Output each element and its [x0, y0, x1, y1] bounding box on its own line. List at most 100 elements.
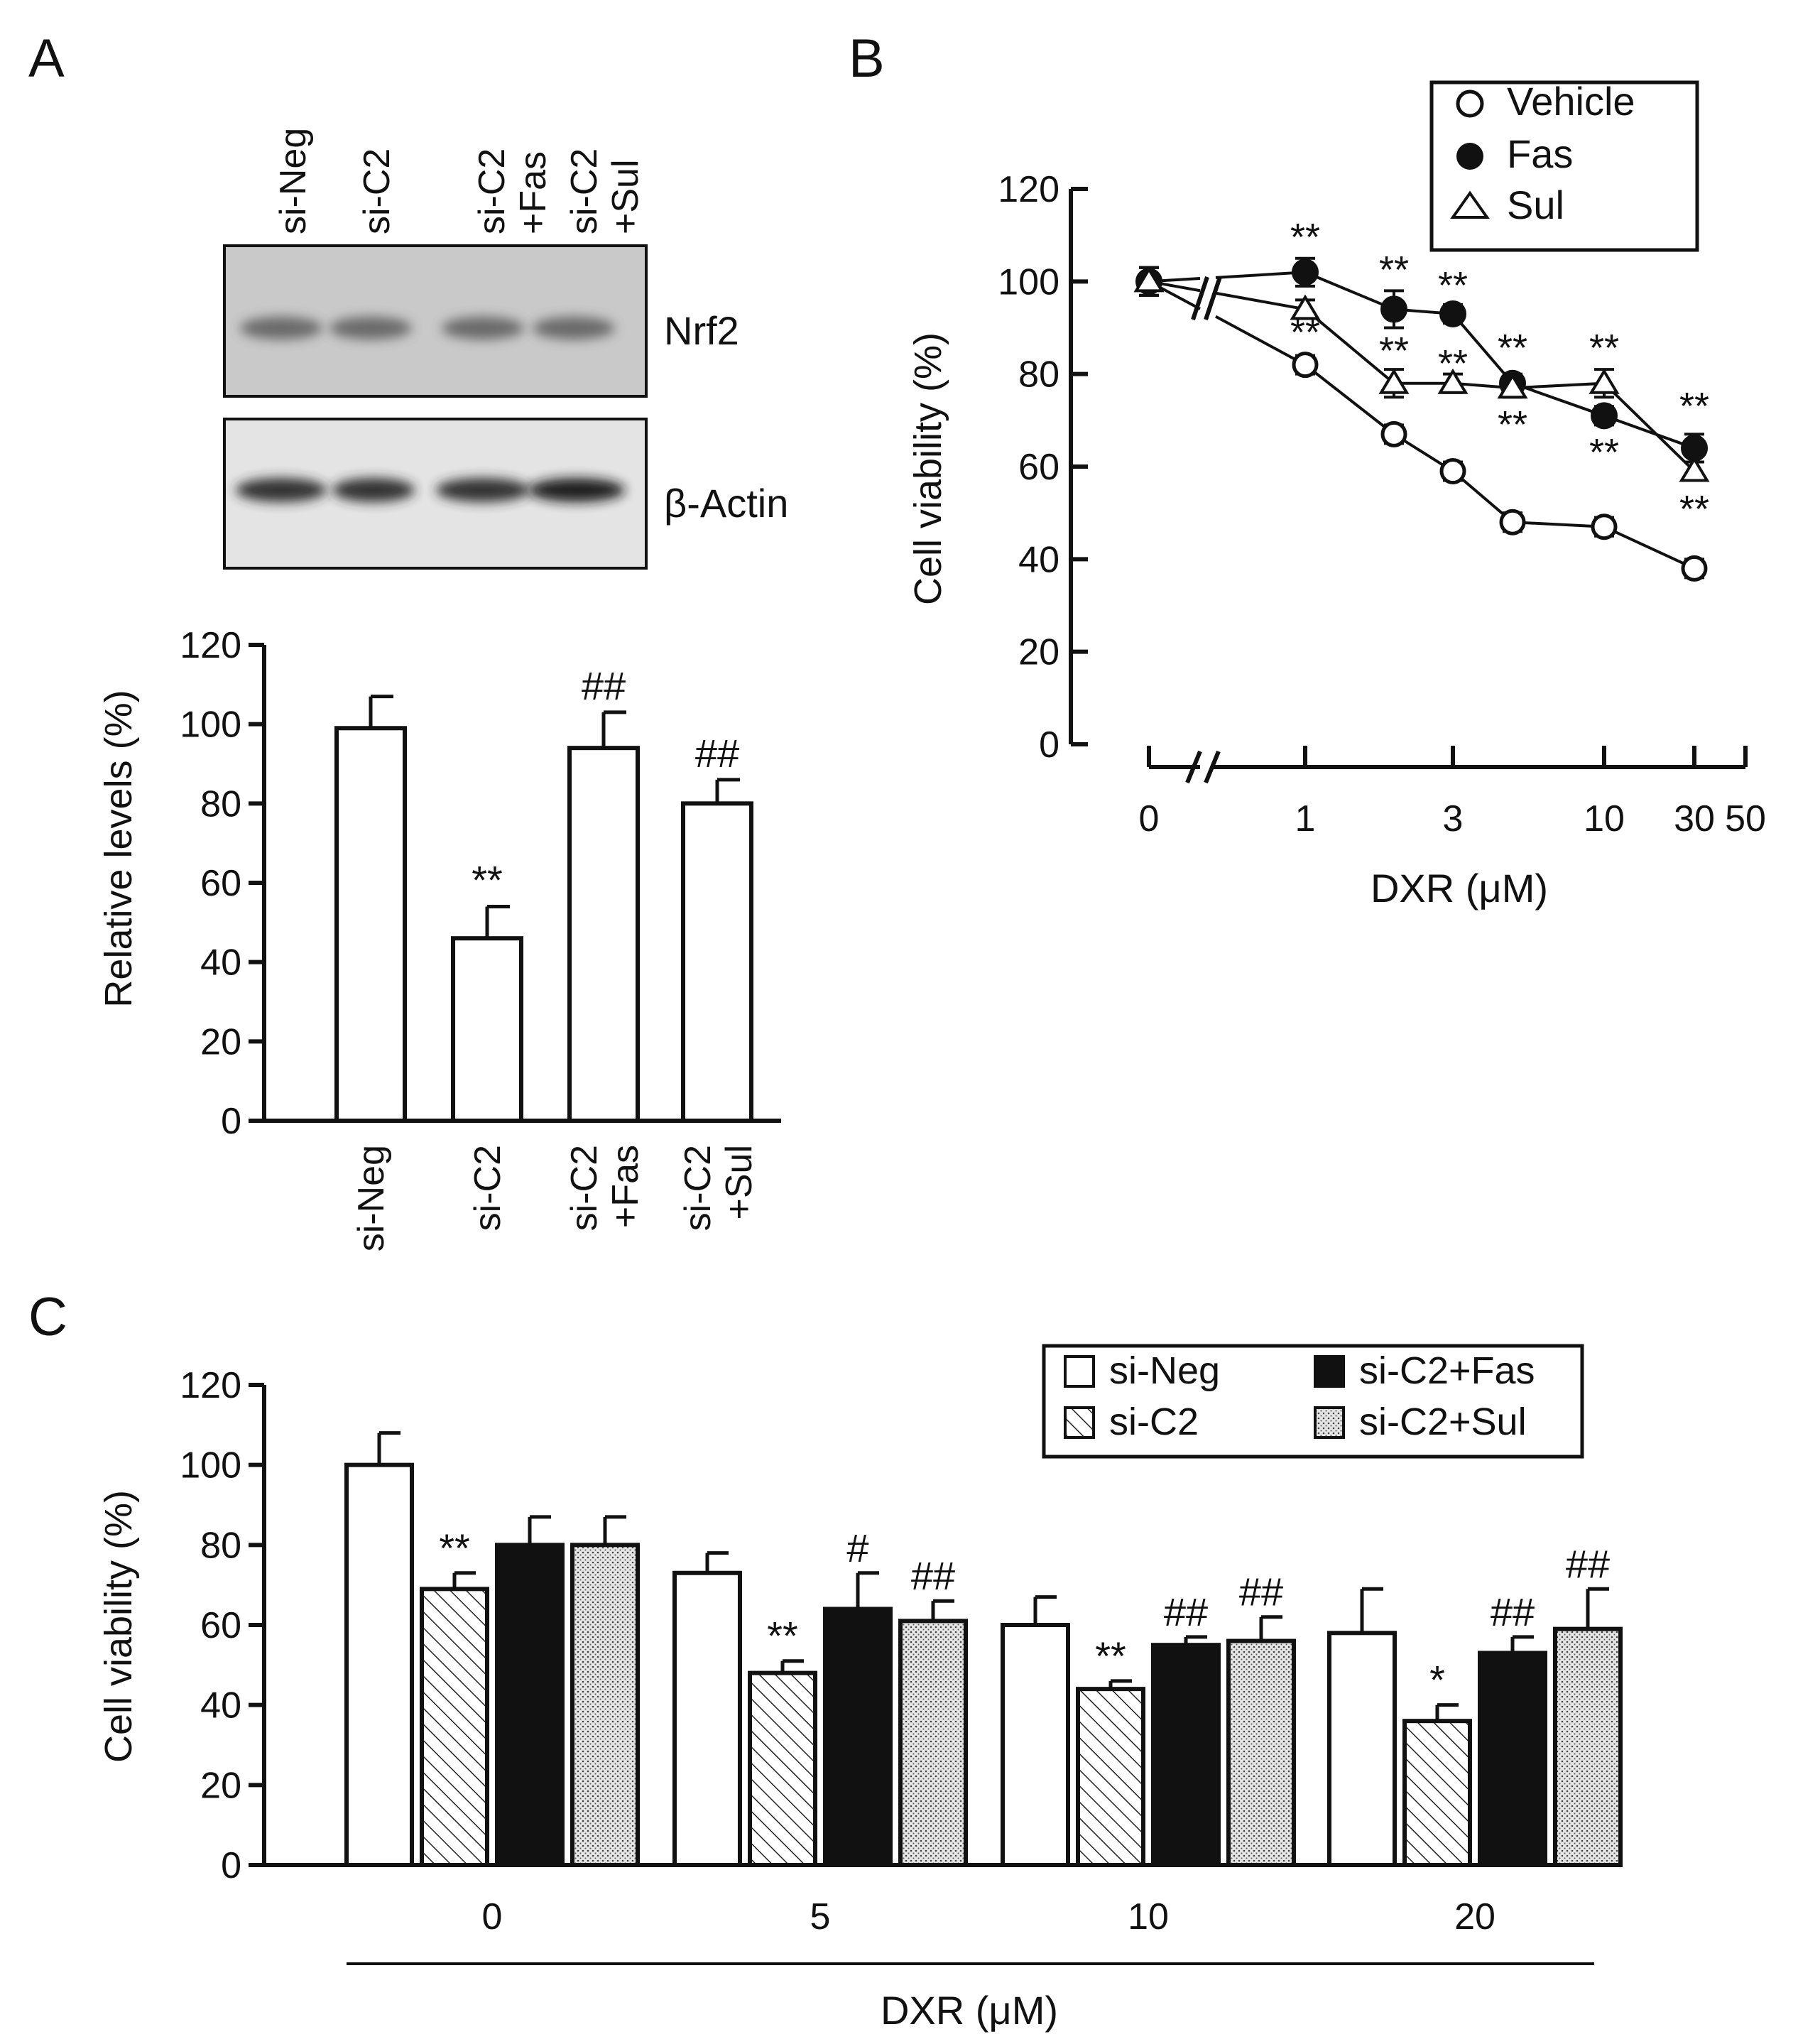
lane-label: si-C2	[472, 148, 513, 234]
x-category-label: 5	[810, 1896, 831, 1937]
bar	[334, 726, 407, 1123]
x-tick-label: 0	[1139, 798, 1160, 839]
point-sul	[1437, 368, 1469, 394]
bar-annotation: ##	[911, 1553, 955, 1598]
significance-mark: **	[1379, 330, 1409, 372]
y-tick-label: 0	[1039, 724, 1059, 766]
point-vehicle	[1292, 352, 1319, 379]
nrf2-band	[533, 317, 615, 339]
bar-annotation: **	[1095, 1633, 1126, 1678]
y-tick-label: 20	[200, 1021, 241, 1062]
x-axis-label: DXR (μM)	[881, 1988, 1058, 2033]
bar-si-c2	[420, 1587, 489, 1868]
actin-band	[436, 478, 530, 502]
nrf2-band	[329, 317, 412, 339]
legend-label: si-Neg	[1109, 1349, 1220, 1392]
bar-annotation: ##	[1239, 1570, 1283, 1614]
x-category-label: +Sul	[719, 1145, 760, 1220]
x-tick-label: 1	[1295, 798, 1316, 839]
y-axis-label: Cell viability (%)	[907, 332, 949, 605]
x-tick-label: 30	[1674, 798, 1715, 839]
y-tick-label: 40	[1018, 539, 1059, 580]
bar-annotation: ##	[1164, 1589, 1208, 1634]
actin-band	[332, 478, 415, 502]
line-break-mark	[1204, 276, 1222, 320]
bar-si-neg	[1327, 1631, 1397, 1867]
legend-marker-vehicle	[1456, 89, 1484, 118]
point-vehicle	[1439, 458, 1466, 485]
point-vehicle	[1681, 555, 1708, 582]
significance-mark: **	[1589, 327, 1619, 369]
bar-annotation: ##	[582, 663, 626, 708]
bar-annotation: ##	[1491, 1589, 1535, 1634]
x-category-label: +Fas	[605, 1145, 646, 1228]
bar-si-c2-sul	[1226, 1638, 1296, 1868]
significance-mark: **	[1290, 311, 1320, 354]
significance-mark: **	[1679, 385, 1709, 428]
y-tick-label: 80	[1018, 354, 1059, 396]
point-sul	[1589, 368, 1620, 394]
legend-label: Vehicle	[1507, 79, 1635, 124]
significance-mark: **	[1498, 327, 1527, 369]
band-label-nrf2: Nrf2	[664, 308, 739, 353]
y-tick-label: 120	[998, 169, 1059, 210]
legend-label: Fas	[1507, 131, 1573, 176]
bar-si-c2-fas	[1478, 1651, 1547, 1868]
x-tick-label: 50	[1725, 798, 1766, 839]
bar-si-c2-fas	[1151, 1643, 1221, 1868]
bar-annotation: **	[767, 1614, 798, 1658]
x-category-label: si-C2	[564, 1145, 605, 1231]
panel-label-a: A	[28, 28, 65, 89]
panel-label-b: B	[849, 28, 885, 89]
point-vehicle	[1591, 513, 1618, 540]
line-break-mark	[1191, 276, 1209, 320]
y-tick-label: 60	[200, 863, 241, 904]
y-tick-label: 100	[998, 261, 1059, 303]
y-tick-label: 100	[180, 705, 241, 746]
point-sul	[1679, 456, 1710, 482]
point-fas	[1439, 300, 1466, 327]
bar	[567, 746, 640, 1123]
lane-label: si-C2	[356, 148, 398, 234]
bar-si-c2	[1076, 1687, 1145, 1867]
bar-si-neg	[672, 1570, 742, 1867]
bar-si-c2	[1402, 1719, 1472, 1867]
bar-si-c2-sul	[1553, 1626, 1623, 1867]
nrf2-band	[442, 317, 524, 339]
legend-label: Sul	[1507, 183, 1564, 227]
significance-mark: **	[1589, 431, 1619, 474]
point-fas	[1591, 402, 1618, 430]
y-tick-label: 0	[221, 1845, 241, 1886]
legend-swatch	[1064, 1355, 1095, 1388]
y-tick-label: 60	[200, 1605, 241, 1646]
point-sul	[1378, 368, 1410, 394]
point-fas	[1380, 295, 1407, 323]
legend-marker-sul	[1450, 190, 1490, 219]
bar-annotation: ##	[1566, 1541, 1610, 1586]
actin-band	[528, 478, 625, 502]
band-label-actin: β-Actin	[664, 481, 788, 526]
x-category-label: 10	[1128, 1896, 1169, 1937]
bar-annotation: **	[439, 1526, 470, 1570]
bar-si-c2-fas	[495, 1543, 565, 1867]
bar-annotation: **	[472, 858, 503, 903]
y-axis-label: Relative levels (%)	[97, 690, 140, 1007]
bar-si-c2	[748, 1670, 817, 1868]
y-tick-label: 80	[200, 1525, 241, 1566]
bar-si-neg	[1001, 1623, 1070, 1867]
panel-b-line-chart: 0 20 40 60 80 100 120 Cell viability (%) 0 1 3 10 30…	[907, 79, 1766, 910]
x-category-label: si-C2	[677, 1145, 719, 1231]
bar	[451, 936, 523, 1123]
bar-annotation: #	[846, 1526, 868, 1570]
significance-mark: **	[1290, 216, 1320, 259]
lane-label: +Sul	[605, 159, 646, 234]
bar-si-c2-sul	[570, 1543, 640, 1867]
y-axis-label: Cell viability (%)	[97, 1490, 140, 1763]
y-tick-label: 0	[221, 1101, 241, 1142]
significance-mark: **	[1379, 249, 1409, 291]
bar-si-c2-sul	[898, 1619, 968, 1868]
axis-break-mark	[1185, 750, 1202, 784]
axis-break-mark	[1204, 750, 1221, 784]
legend-box	[1042, 1344, 1584, 1459]
